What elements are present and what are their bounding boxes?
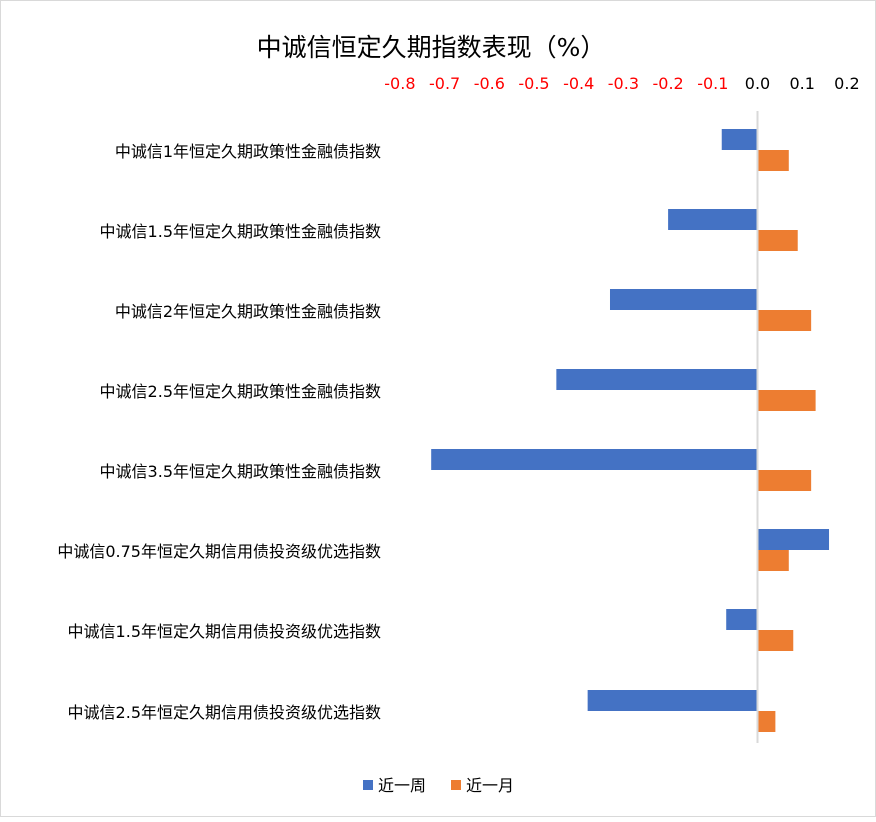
legend-label: 近一周: [378, 776, 426, 795]
bar-week: [587, 690, 758, 711]
x-tick-label: 0.2: [834, 74, 859, 93]
x-tick-label: 0.1: [789, 74, 814, 93]
category-label: 中诚信3.5年恒定久期政策性金融债指数: [100, 462, 381, 481]
x-tick-label: -0.6: [474, 74, 505, 93]
bar-month: [757, 550, 789, 571]
x-tick-label: -0.7: [429, 74, 460, 93]
bar-week: [556, 369, 758, 390]
bar-month: [757, 150, 789, 171]
chart-title: 中诚信恒定久期指数表现（%）: [257, 33, 606, 62]
x-tick-label: -0.1: [697, 74, 728, 93]
bar-week: [721, 129, 758, 150]
bar-month: [757, 470, 812, 491]
bar-month: [757, 390, 816, 411]
bar-week: [726, 609, 758, 630]
x-tick-label: -0.8: [384, 74, 415, 93]
x-tick-label: -0.4: [563, 74, 594, 93]
category-label: 中诚信0.75年恒定久期信用债投资级优选指数: [57, 542, 381, 561]
category-label: 中诚信1.5年恒定久期信用债投资级优选指数: [68, 622, 381, 641]
bar-week: [668, 209, 758, 230]
bar-month: [757, 630, 794, 651]
bar-month: [757, 711, 776, 732]
x-tick-label: -0.2: [652, 74, 683, 93]
category-label: 中诚信1年恒定久期政策性金融债指数: [115, 142, 381, 161]
bar-month: [757, 230, 798, 251]
bar-month: [757, 310, 812, 331]
bar-week: [757, 529, 830, 550]
x-tick-label: 0.0: [745, 74, 770, 93]
category-label: 中诚信2年恒定久期政策性金融债指数: [115, 302, 381, 321]
category-label: 中诚信2.5年恒定久期信用债投资级优选指数: [68, 703, 381, 722]
legend-label: 近一月: [466, 776, 514, 795]
x-tick-label: -0.5: [518, 74, 549, 93]
bar-week: [431, 449, 758, 470]
legend-swatch: [451, 780, 461, 790]
bar-week: [609, 289, 758, 310]
x-tick-label: -0.3: [608, 74, 639, 93]
category-label: 中诚信1.5年恒定久期政策性金融债指数: [100, 222, 381, 241]
category-label: 中诚信2.5年恒定久期政策性金融债指数: [100, 382, 381, 401]
legend-swatch: [363, 780, 373, 790]
